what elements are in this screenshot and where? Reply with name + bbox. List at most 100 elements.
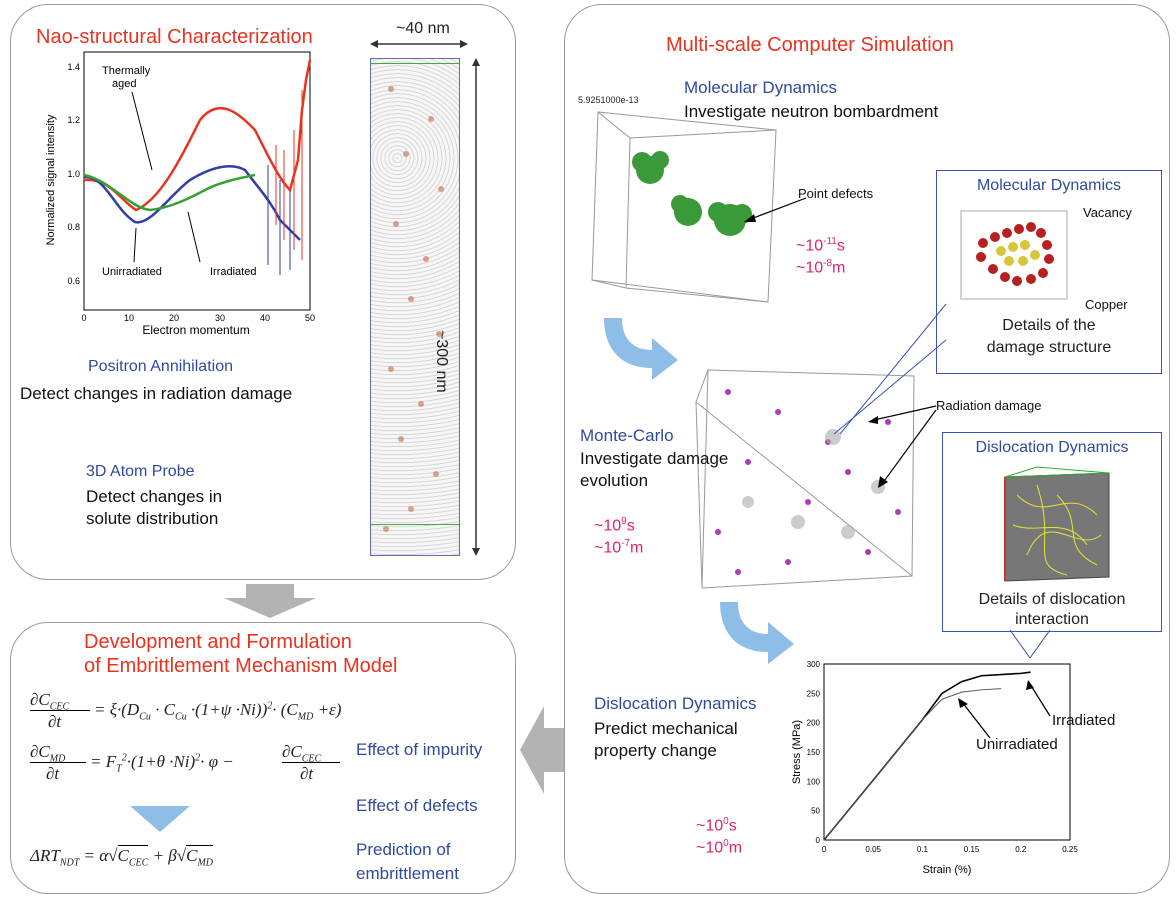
md-simulation-box: [591, 111, 777, 303]
y-tick-label: 50: [811, 807, 820, 816]
y-tick-label: 150: [807, 748, 821, 757]
dislocation-image: [1004, 466, 1110, 582]
x-tick: 50: [305, 313, 315, 323]
atom-clusters: [383, 86, 444, 532]
characterization-title: Nao-structural Characterization: [36, 26, 313, 48]
equation-cec: ∂CCEC ∂t = ξ·(DCu · CCu ·(1+ψ ·Ni))2· (C…: [30, 690, 342, 731]
x-tick-label: 0.2: [1015, 845, 1027, 854]
dd-scale-time: ~100s: [696, 816, 737, 835]
mc-scale-time: ~109s: [594, 516, 635, 535]
atom-probe-title: 3D Atom Probe: [86, 463, 195, 480]
model-title-1: Development and Formulation: [84, 631, 352, 653]
x-tick: 40: [260, 313, 270, 323]
x-tick: 10: [124, 313, 134, 323]
x-tick-label: 0.05: [865, 845, 881, 854]
y-tick: 0.8: [67, 222, 80, 232]
md-scale-length: ~10-8m: [796, 258, 846, 277]
y-tick: 1.0: [67, 169, 80, 179]
y-tick-label: 300: [807, 660, 821, 669]
stress-label-unirradiated: Unirradiated: [976, 736, 1058, 753]
dd-scale-length: ~100m: [696, 838, 743, 857]
md-detail-box: Molecular Dynamics Vacancy Copper Detail…: [936, 170, 1162, 374]
radiation-damage-arrows: [868, 405, 937, 488]
atom-probe-desc-1: Detect changes in: [86, 487, 223, 506]
curved-arrow-1: [604, 318, 678, 380]
md-detail-pointers: [833, 303, 947, 435]
equation-rt: ΔRTNDT = α√CCEC + β√CMD: [30, 845, 213, 869]
md-time: 5.9251000e-13: [578, 95, 639, 105]
height-arrow: [472, 58, 480, 556]
atom-probe-desc-2: solute distribution: [86, 509, 219, 528]
x-tick: 20: [169, 313, 179, 323]
x-tick: 0: [81, 313, 86, 323]
width-arrow: [370, 40, 468, 48]
model-title-2: of Embrittlement Mechanism Model: [84, 655, 398, 677]
height-label: ~300 nm: [433, 330, 450, 393]
x-tick: 30: [215, 313, 225, 323]
dd-detail-box: Dislocation Dynamics Details of dislocat…: [942, 432, 1162, 632]
radiation-damage-label: Radiation damage: [936, 398, 1042, 413]
unirradiated-curve: [83, 165, 301, 241]
model-panel: [10, 622, 516, 894]
label-irradiated: Irradiated: [210, 266, 256, 278]
label-thermally-aged-2: aged: [112, 78, 136, 90]
positron-title: Positron Annihilation: [88, 358, 233, 375]
mc-title: Monte-Carlo: [580, 426, 674, 445]
plot-area: [823, 663, 1071, 841]
lattice-image: [960, 210, 1068, 300]
mc-desc-1: Investigate damage: [580, 449, 729, 468]
y-ticks: 0.6 0.8 1.0 1.2 1.4: [67, 62, 80, 286]
x-ticks: 0 10 20 30 40 50: [81, 313, 315, 323]
equation-arrow: [130, 806, 190, 832]
point-defects-arrow: [744, 197, 807, 222]
y-tick-label: 100: [807, 777, 821, 786]
mc-desc-2: evolution: [580, 471, 649, 490]
x-tick-label: 0.1: [917, 845, 929, 854]
dd-title: Dislocation Dynamics: [594, 694, 757, 713]
dd-detail-caption-1: Details of dislocation: [978, 591, 1126, 608]
y-tick: 0.6: [67, 276, 80, 286]
x-tick-label: 0: [822, 845, 827, 854]
y-axis-label: Normalized signal intensity: [45, 114, 57, 245]
equation-md: ∂CMD ∂t = FT2·(1+θ ·Ni)2· φ − ∂CCEC ∂t: [30, 742, 360, 786]
dd-detail-caption-2: interaction: [1015, 611, 1089, 628]
dd-detail-pointers: [1009, 630, 1051, 659]
y-tick: 1.2: [67, 115, 80, 125]
dd-desc-2: property change: [594, 741, 717, 760]
series-line-unirradiated: [823, 688, 1002, 841]
irradiated-curve: [83, 173, 256, 212]
md-scale-time: ~10-11s: [796, 236, 845, 255]
down-arrow: [224, 584, 316, 618]
md-description: Investigate neutron bombardment: [684, 102, 939, 121]
left-arrow: [520, 706, 564, 794]
dd-desc-1: Predict mechanical: [594, 719, 738, 738]
label-thermally-aged: Thermally: [102, 65, 151, 77]
width-label: ~40 nm: [396, 20, 450, 37]
positron-chart: 0.6 0.8 1.0 1.2 1.4 0 10 20 30 40 50 Ele…: [45, 51, 315, 337]
positron-description: Detect changes in radiation damage: [20, 384, 293, 403]
y-tick-label: 0: [816, 836, 821, 845]
atom-probe-column: [370, 58, 460, 556]
thermally-aged-curve: [83, 59, 312, 212]
prediction-1: Prediction of: [356, 840, 451, 859]
stress-label-arrows: [958, 680, 1051, 739]
stress-strain-chart: 0 50 100 150 200 250 300 0 0.05 0.1 0.15 0.2 0.25 S…: [791, 660, 1078, 876]
y-tick-label: 200: [807, 719, 821, 728]
curved-arrow-2: [720, 602, 794, 664]
copper-label: Copper: [1085, 297, 1128, 312]
x-axis-label: Electron momentum: [142, 323, 249, 337]
md-detail-title: Molecular Dynamics: [976, 177, 1122, 194]
stress-label-irradiated: Irradiated: [1052, 712, 1116, 729]
simulation-title: Multi-scale Computer Simulation: [666, 34, 954, 56]
effect-defects: Effect of defects: [356, 796, 478, 815]
effect-impurity: Effect of impurity: [356, 740, 483, 759]
x-tick-label: 0.15: [964, 845, 980, 854]
md-detail-caption-2: damage structure: [986, 339, 1112, 356]
x-tick-label: 0.25: [1062, 845, 1078, 854]
y-tick-label: 250: [807, 689, 821, 698]
y-tick: 1.4: [67, 62, 80, 72]
mc-scale-length: ~10-7m: [594, 538, 644, 557]
y-axis-label: Stress (MPa): [791, 720, 803, 784]
dd-detail-title: Dislocation Dynamics: [975, 439, 1129, 456]
label-unirradiated: Unirradiated: [102, 266, 162, 278]
